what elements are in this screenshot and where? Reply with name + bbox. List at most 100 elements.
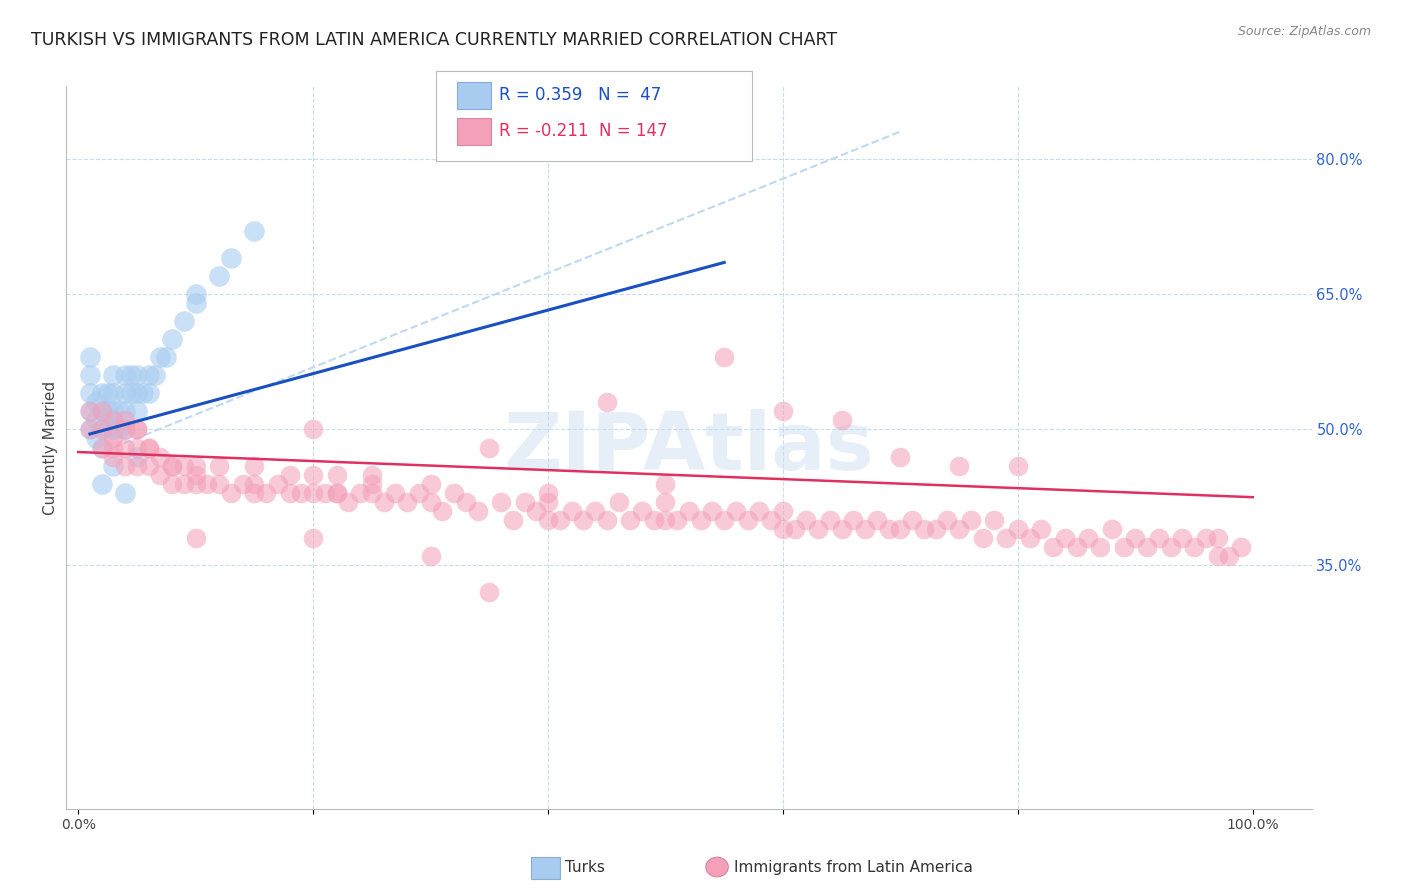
Point xyxy=(831,413,853,427)
Point xyxy=(79,422,101,436)
Point xyxy=(1066,540,1088,554)
Point xyxy=(125,458,148,473)
Point xyxy=(948,522,970,536)
Point xyxy=(125,450,148,464)
Point xyxy=(278,467,301,482)
Point xyxy=(138,441,160,455)
Point xyxy=(513,494,536,508)
Point xyxy=(243,224,266,238)
Point xyxy=(114,413,136,427)
Point xyxy=(1007,458,1029,473)
Point xyxy=(125,404,148,418)
Point xyxy=(1042,540,1064,554)
Point xyxy=(678,504,700,518)
Point xyxy=(254,485,277,500)
Point xyxy=(1218,549,1240,563)
Point xyxy=(537,485,560,500)
Point xyxy=(314,485,336,500)
Point xyxy=(1147,531,1170,545)
Point xyxy=(108,422,131,436)
Point xyxy=(120,386,142,401)
Point xyxy=(654,494,676,508)
Point xyxy=(84,395,107,409)
Point xyxy=(1160,540,1182,554)
Point xyxy=(489,494,512,508)
Point xyxy=(467,504,489,518)
Point xyxy=(419,476,441,491)
Point xyxy=(243,476,266,491)
Text: ZIPAtlas: ZIPAtlas xyxy=(503,409,875,486)
Point xyxy=(79,404,101,418)
Point xyxy=(149,450,172,464)
Point xyxy=(454,494,477,508)
Point xyxy=(103,386,125,401)
Point xyxy=(243,458,266,473)
Point xyxy=(114,441,136,455)
Point xyxy=(232,476,254,491)
Point xyxy=(1195,531,1218,545)
Point xyxy=(818,513,841,527)
Point xyxy=(924,522,946,536)
Point xyxy=(125,422,148,436)
Point xyxy=(607,494,630,508)
Point xyxy=(103,441,125,455)
Point xyxy=(948,458,970,473)
Point xyxy=(548,513,571,527)
Point xyxy=(408,485,430,500)
Point xyxy=(149,350,172,364)
Point xyxy=(1112,540,1135,554)
Point xyxy=(901,513,924,527)
Point xyxy=(983,513,1005,527)
Point xyxy=(184,531,207,545)
Point xyxy=(278,485,301,500)
Point xyxy=(103,422,125,436)
Point xyxy=(537,513,560,527)
Point xyxy=(90,404,112,418)
Text: Source: ZipAtlas.com: Source: ZipAtlas.com xyxy=(1237,25,1371,38)
Point xyxy=(302,485,325,500)
Point xyxy=(79,386,101,401)
Point xyxy=(149,467,172,482)
Point xyxy=(84,432,107,446)
Point xyxy=(79,350,101,364)
Point xyxy=(160,332,183,346)
Point xyxy=(184,296,207,310)
Point xyxy=(197,476,219,491)
Point xyxy=(360,476,382,491)
Point xyxy=(1206,531,1229,545)
Point xyxy=(349,485,371,500)
Point xyxy=(1053,531,1076,545)
Point xyxy=(478,441,501,455)
Point xyxy=(84,413,107,427)
Point xyxy=(108,404,131,418)
Point xyxy=(90,386,112,401)
Point xyxy=(143,368,166,383)
Text: R = 0.359   N =  47: R = 0.359 N = 47 xyxy=(499,87,661,104)
Text: TURKISH VS IMMIGRANTS FROM LATIN AMERICA CURRENTLY MARRIED CORRELATION CHART: TURKISH VS IMMIGRANTS FROM LATIN AMERICA… xyxy=(31,31,837,49)
Point xyxy=(713,513,735,527)
Point xyxy=(796,513,818,527)
Point xyxy=(537,494,560,508)
Point xyxy=(1171,531,1194,545)
Point xyxy=(772,404,794,418)
Point xyxy=(208,476,231,491)
Point xyxy=(160,458,183,473)
Point xyxy=(1206,549,1229,563)
Point xyxy=(97,386,120,401)
Point xyxy=(79,404,101,418)
Point xyxy=(443,485,465,500)
Point xyxy=(155,350,177,364)
Point xyxy=(654,476,676,491)
Point xyxy=(325,485,347,500)
Point xyxy=(103,413,125,427)
Point xyxy=(596,395,619,409)
Point xyxy=(524,504,547,518)
Point xyxy=(138,441,160,455)
Point xyxy=(173,458,195,473)
Point xyxy=(79,422,101,436)
Y-axis label: Currently Married: Currently Married xyxy=(44,381,58,515)
Point xyxy=(103,404,125,418)
Text: Turks: Turks xyxy=(565,860,605,874)
Point xyxy=(478,585,501,599)
Point xyxy=(138,386,160,401)
